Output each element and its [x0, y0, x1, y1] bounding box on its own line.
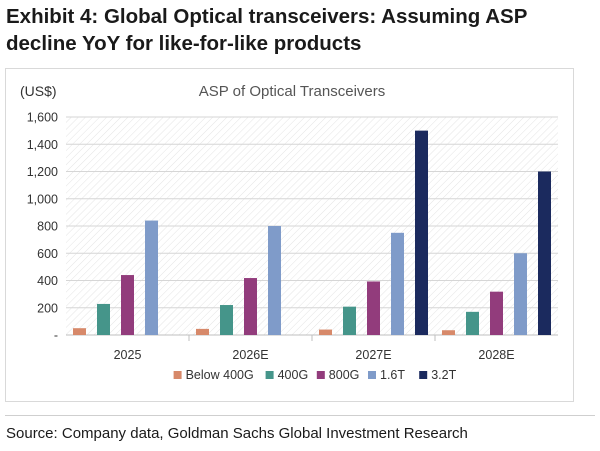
- y-tick-label: 1,400: [27, 138, 58, 152]
- exhibit-title: Exhibit 4: Global Optical transceivers: …: [6, 5, 527, 55]
- bar: [319, 329, 332, 335]
- source-note: Source: Company data, Goldman Sachs Glob…: [6, 425, 468, 442]
- bar: [466, 311, 479, 335]
- y-axis-label: (US$): [20, 83, 57, 99]
- chart-container: (US$) ASP of Optical Transceivers - 200 40…: [5, 68, 574, 402]
- legend-swatch: [173, 371, 182, 379]
- y-tick-labels: - 200 400 600 800 1,000 1,200 1,400 1,600: [27, 111, 58, 343]
- legend-swatch: [368, 371, 376, 379]
- bar: [220, 305, 233, 335]
- bar: [490, 291, 503, 335]
- divider: [5, 415, 595, 416]
- y-tick-label: 1,600: [27, 111, 58, 125]
- legend-swatch: [265, 371, 274, 379]
- x-tick-labels: 2025 2026E 2027E 2028E: [114, 348, 515, 362]
- y-tick-label: 400: [37, 274, 58, 288]
- legend-label: 3.2T: [431, 368, 456, 382]
- asp-bar-chart: (US$) ASP of Optical Transceivers - 200 40…: [20, 83, 558, 382]
- bar: [442, 330, 455, 335]
- chart-title: ASP of Optical Transceivers: [199, 83, 385, 100]
- y-tick-label: 1,200: [27, 165, 58, 179]
- bar: [268, 226, 281, 335]
- bar: [367, 281, 380, 335]
- legend-swatch: [419, 371, 428, 379]
- x-tick-label: 2025: [114, 348, 142, 362]
- bar: [196, 328, 209, 335]
- legend: Below 400G 400G 800G 1.6T 3.2T: [173, 368, 457, 382]
- legend-label: 800G: [329, 368, 360, 382]
- y-tick-label: 800: [37, 220, 58, 234]
- bar: [514, 253, 527, 335]
- bar: [391, 232, 404, 335]
- x-tick-label: 2028E: [478, 348, 514, 362]
- legend-label: Below 400G: [186, 368, 254, 382]
- x-tick-label: 2027E: [355, 348, 391, 362]
- legend-label: 400G: [278, 368, 309, 382]
- bar: [97, 303, 110, 335]
- bars: [73, 130, 551, 335]
- bar: [343, 306, 356, 335]
- bar: [244, 278, 257, 335]
- y-tick-label: 600: [37, 247, 58, 261]
- legend-label: 1.6T: [380, 368, 405, 382]
- bar: [145, 220, 158, 335]
- bar: [538, 171, 551, 335]
- bar: [73, 328, 86, 335]
- y-tick-label: 1,000: [27, 192, 58, 206]
- x-tick-label: 2026E: [232, 348, 268, 362]
- legend-swatch: [316, 371, 325, 379]
- y-tick-label: 200: [37, 301, 58, 315]
- y-tick-label: -: [54, 329, 58, 343]
- bar: [415, 130, 428, 335]
- bar: [121, 275, 134, 335]
